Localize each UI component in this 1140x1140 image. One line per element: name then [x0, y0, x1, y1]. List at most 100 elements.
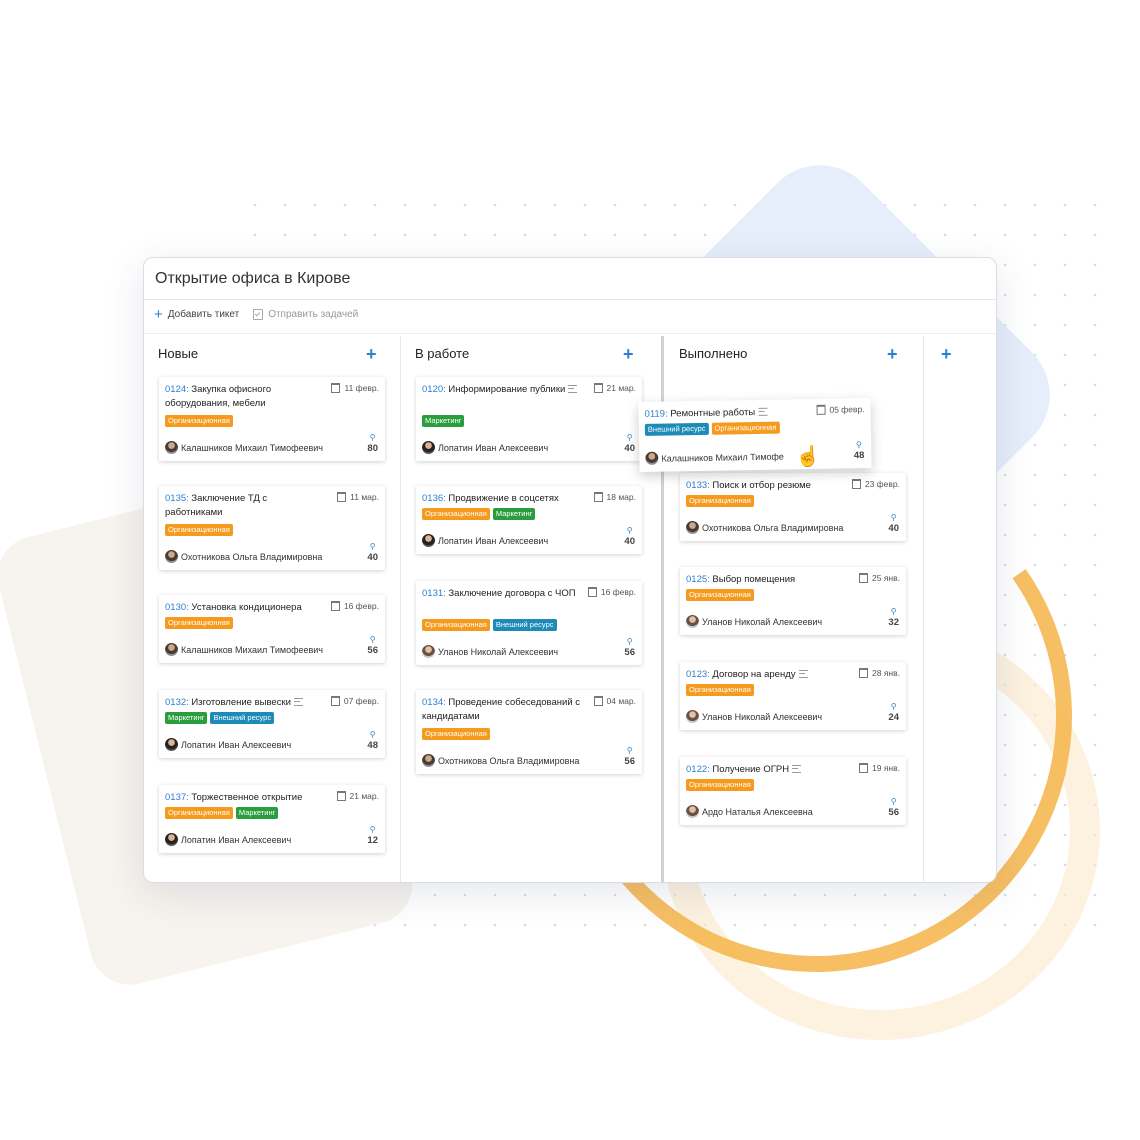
card-date-text: 23 февр. [864, 479, 900, 489]
assignee-name: Охотникова Ольга Владимировна [181, 551, 323, 562]
hand-cursor-icon: ☝ [795, 445, 821, 469]
points-icon: ⚲ [890, 513, 897, 522]
card-id: 0136: [422, 493, 446, 504]
points-icon: ⚲ [369, 730, 376, 739]
points-icon: ⚲ [369, 433, 376, 442]
points-value: 56 [367, 645, 378, 656]
ticket-card[interactable]: 0135: Заключение ТД с работниками 11 мар.… [159, 486, 385, 570]
card-tags: Организационная [686, 684, 754, 696]
card-title: 0119: Ремонтные работы [645, 405, 805, 422]
ticket-card[interactable]: 0120: Информирование публики 21 мар. Марке… [416, 377, 642, 461]
plus-icon[interactable]: + [366, 344, 377, 364]
card-tags: Организационная Маркетинг [165, 807, 279, 819]
card-date-text: 11 февр. [344, 383, 379, 393]
avatar [422, 534, 435, 547]
tag: Организационная [165, 617, 233, 629]
calendar-icon [593, 696, 603, 706]
card-title-text: Получение ОГРН [712, 764, 790, 775]
card-date-text: 25 янв. [872, 573, 900, 583]
card-id: 0132: [165, 697, 189, 708]
assignee-name: Уланов Николай Алексеевич [702, 711, 823, 722]
card-title-text: Заключение договора с ЧОП [448, 588, 576, 599]
card-date: 21 мар. [593, 383, 636, 393]
card-title-text: Продвижение в соцсетях [448, 493, 559, 504]
ticket-card[interactable]: 0133: Поиск и отбор резюме 23 февр. Органи… [680, 473, 906, 541]
assignee-name: Лопатин Иван Алексеевич [438, 535, 549, 546]
points-value: 32 [888, 617, 899, 628]
card-date: 25 янв. [859, 573, 900, 583]
card-tags: Внешний ресурс Организационная [644, 421, 780, 436]
ticket-card[interactable]: 0131: Заключение договора с ЧОП 16 февр. О… [416, 581, 642, 665]
points-icon: ⚲ [369, 635, 376, 644]
card-date-text: 07 февр. [343, 696, 379, 706]
card-date: 07 февр. [330, 696, 379, 706]
points-value: 56 [624, 756, 635, 767]
checkbox-icon [253, 309, 264, 320]
card-points: ⚲ 56 [624, 636, 635, 658]
assignee-name: Лопатин Иван Алексеевич [181, 834, 292, 845]
card-points: ⚲ 56 [624, 745, 635, 767]
calendar-icon [330, 601, 340, 611]
card-points: ⚲ 40 [888, 512, 899, 534]
points-value: 40 [624, 536, 635, 547]
card-tags: Организационная [686, 495, 754, 507]
card-date: 16 февр. [330, 601, 379, 611]
points-value: 40 [624, 443, 635, 454]
ticket-card[interactable]: 0134: Проведение собеседований с кандида… [416, 690, 642, 774]
card-assignee: Охотникова Ольга Владимировна [165, 550, 322, 563]
card-assignee: Лопатин Иван Алексеевич [165, 738, 291, 751]
assignee-name: Уланов Николай Алексеевич [702, 616, 823, 627]
ticket-card[interactable]: 0125: Выбор помещения 25 янв. Организацион… [680, 567, 906, 635]
card-title: 0120: Информирование публики [422, 383, 582, 397]
ticket-card[interactable]: 0130: Установка кондиционера 16 февр. Орга… [159, 595, 385, 663]
add-ticket-button[interactable]: + Добавить тикет [154, 305, 239, 323]
tag: Внешний ресурс [644, 422, 709, 436]
card-tags: Организационная [686, 779, 754, 791]
tag: Организационная [422, 508, 490, 520]
assignee-name: Уланов Николай Алексеевич [438, 646, 559, 657]
card-id: 0123: [686, 669, 710, 680]
card-points: ⚲ 24 [888, 701, 899, 723]
dragged-card[interactable]: 0119: Ремонтные работы 05 февр. Внешний … [638, 397, 872, 473]
plus-icon[interactable]: + [623, 344, 634, 364]
points-value: 40 [367, 552, 378, 563]
card-title-text: Ремонтные работы [670, 406, 756, 420]
calendar-icon [859, 668, 868, 678]
card-date-text: 05 февр. [829, 404, 865, 415]
card-points: ⚲ 40 [624, 525, 635, 547]
card-title-text: Заключение ТД с работниками [165, 493, 268, 518]
column-done: Выполнено + [665, 336, 923, 882]
card-points: ⚲ 56 [367, 634, 378, 656]
card-title-text: Договор на аренду [712, 669, 796, 680]
assignee-name: Ардо Наталья Алексеевна [702, 806, 813, 817]
ticket-card[interactable]: 0124: Закупка офисного оборудования, меб… [159, 377, 385, 461]
ticket-card[interactable]: 0132: Изготовление вывески 07 февр. Маркет… [159, 690, 385, 758]
ticket-card[interactable]: 0123: Договор на аренду 28 янв. Организаци… [680, 662, 906, 730]
card-points: ⚲ 80 [367, 432, 378, 454]
card-title: 0125: Выбор помещения [686, 573, 846, 587]
tag: Маркетинг [422, 415, 465, 427]
avatar [422, 441, 435, 454]
card-date-text: 11 мар. [350, 492, 379, 502]
points-value: 56 [888, 807, 899, 818]
card-title: 0137: Торжественное открытие [165, 791, 325, 805]
card-assignee: Охотникова Ольга Владимировна [422, 754, 579, 767]
points-icon: ⚲ [626, 637, 633, 646]
card-date: 04 мар. [593, 696, 636, 706]
card-date: 11 мар. [337, 492, 379, 502]
ticket-card[interactable]: 0137: Торжественное открытие 21 мар. Орган… [159, 785, 385, 853]
plus-icon[interactable]: + [887, 344, 898, 364]
card-id: 0137: [165, 792, 189, 803]
description-icon [758, 408, 768, 417]
card-assignee: Лопатин Иван Алексеевич [422, 534, 548, 547]
card-title-text: Изготовление вывески [191, 697, 291, 708]
column-title: В работе [415, 346, 470, 361]
ticket-card[interactable]: 0136: Продвижение в соцсетях 18 мар. Орган… [416, 486, 642, 554]
ticket-card[interactable]: 0122: Получение ОГРН 19 янв. Организационн… [680, 757, 906, 825]
card-id: 0134: [422, 697, 446, 708]
send-tasks-button[interactable]: Отправить задачей [253, 309, 358, 320]
plus-icon: + [154, 305, 163, 323]
add-column-button[interactable]: + [941, 344, 952, 364]
card-date: 28 янв. [859, 668, 900, 678]
card-date: 19 янв. [859, 763, 900, 773]
